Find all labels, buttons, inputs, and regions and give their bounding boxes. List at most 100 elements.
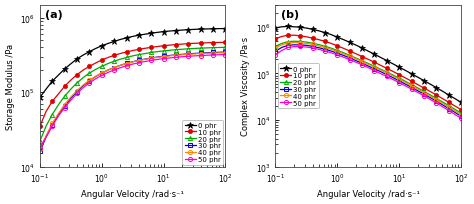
30 phr [185, 53, 191, 56]
40 phr [310, 44, 316, 47]
10 phr [198, 43, 204, 45]
0 phr [446, 94, 452, 97]
20 phr [173, 49, 179, 52]
40 phr [303, 43, 309, 45]
30 phr [198, 53, 204, 55]
30 phr [347, 57, 353, 60]
10 phr [446, 102, 452, 104]
Line: 30 phr: 30 phr [273, 43, 463, 119]
30 phr [148, 57, 154, 60]
50 phr [223, 54, 228, 57]
10 phr [111, 55, 117, 57]
0 phr [285, 26, 291, 29]
30 phr [130, 61, 136, 64]
20 phr [341, 52, 346, 55]
10 phr [359, 56, 365, 59]
10 phr [130, 50, 136, 52]
30 phr [173, 54, 179, 57]
20 phr [428, 94, 433, 96]
20 phr [378, 69, 383, 71]
10 phr [297, 35, 303, 38]
10 phr [87, 66, 92, 68]
50 phr [310, 48, 316, 50]
40 phr [292, 42, 297, 44]
20 phr [136, 54, 142, 57]
10 phr [434, 94, 439, 97]
10 phr [328, 43, 334, 45]
50 phr [142, 61, 148, 63]
30 phr [55, 114, 61, 116]
40 phr [99, 72, 105, 75]
40 phr [421, 92, 427, 94]
10 phr [179, 44, 185, 46]
40 phr [384, 72, 390, 75]
20 phr [105, 63, 111, 65]
30 phr [87, 80, 92, 83]
10 phr [217, 42, 222, 44]
50 phr [316, 49, 322, 51]
0 phr [415, 76, 420, 79]
40 phr [55, 113, 61, 115]
10 phr [49, 101, 55, 103]
50 phr [99, 75, 105, 77]
40 phr [415, 89, 420, 91]
10 phr [155, 46, 160, 49]
20 phr [452, 109, 458, 111]
0 phr [49, 81, 55, 83]
40 phr [428, 95, 433, 98]
40 phr [191, 53, 197, 56]
20 phr [111, 61, 117, 63]
10 phr [279, 36, 284, 39]
40 phr [179, 54, 185, 57]
20 phr [446, 105, 452, 107]
Text: (b): (b) [281, 10, 299, 20]
30 phr [105, 70, 111, 72]
40 phr [378, 70, 383, 72]
20 phr [402, 81, 408, 83]
10 phr [74, 74, 80, 76]
40 phr [62, 104, 67, 106]
30 phr [365, 65, 371, 68]
10 phr [292, 35, 297, 37]
20 phr [74, 82, 80, 85]
20 phr [124, 57, 129, 59]
20 phr [118, 59, 123, 61]
10 phr [384, 68, 390, 70]
40 phr [328, 49, 334, 51]
50 phr [179, 56, 185, 59]
40 phr [68, 96, 73, 99]
10 phr [341, 48, 346, 50]
20 phr [328, 48, 334, 50]
0 phr [390, 63, 396, 66]
30 phr [341, 55, 346, 57]
0 phr [347, 42, 353, 44]
10 phr [68, 80, 73, 82]
50 phr [446, 110, 452, 112]
30 phr [396, 80, 402, 83]
50 phr [297, 46, 303, 49]
50 phr [402, 85, 408, 88]
30 phr [353, 60, 359, 63]
20 phr [62, 96, 67, 98]
0 phr [378, 57, 383, 59]
30 phr [118, 65, 123, 67]
50 phr [396, 82, 402, 84]
50 phr [279, 50, 284, 52]
40 phr [161, 56, 166, 59]
10 phr [99, 60, 105, 62]
50 phr [217, 54, 222, 57]
10 phr [390, 71, 396, 73]
30 phr [179, 54, 185, 56]
40 phr [130, 61, 136, 64]
20 phr [273, 46, 278, 48]
0 phr [223, 28, 228, 31]
20 phr [179, 49, 185, 51]
0 phr [185, 29, 191, 32]
0 phr [148, 33, 154, 35]
10 phr [440, 98, 446, 100]
40 phr [37, 149, 43, 151]
0 phr [440, 91, 446, 93]
50 phr [335, 54, 340, 57]
0 phr [167, 31, 173, 33]
50 phr [285, 47, 291, 49]
